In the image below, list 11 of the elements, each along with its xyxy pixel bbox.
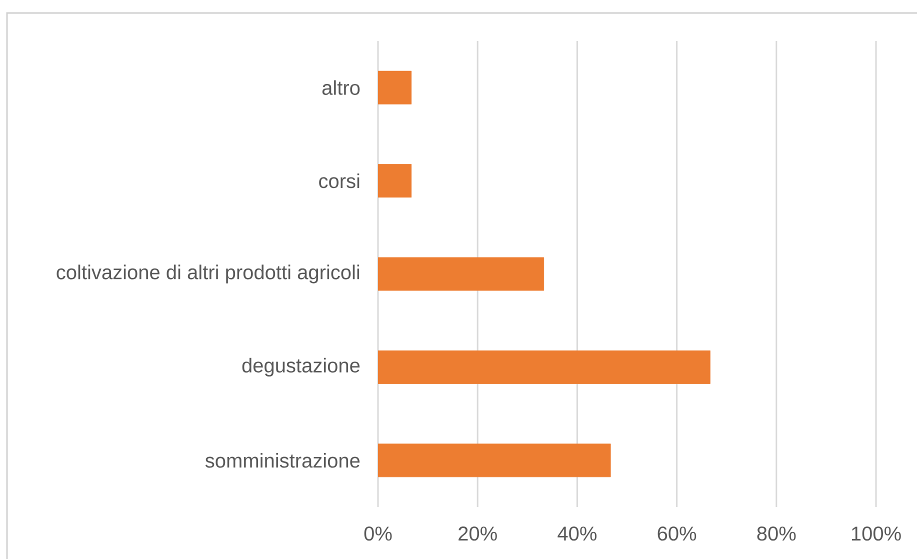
y-tick-label: altro	[322, 80, 360, 95]
x-tick-label: 20%	[458, 526, 497, 541]
x-tick-label: 100%	[852, 526, 901, 541]
y-tick-label: coltivazione di altri prodotti agricoli	[56, 264, 360, 284]
y-tick-label: corsi	[319, 173, 360, 188]
y-tick-label: degustazione	[242, 358, 360, 377]
y-tick-label: somministrazione	[205, 453, 360, 468]
x-tick-label: 60%	[658, 526, 696, 541]
x-tick-label: 40%	[558, 526, 597, 541]
x-tick-label: 80%	[757, 526, 796, 541]
x-tick-label: 0%	[364, 526, 392, 541]
